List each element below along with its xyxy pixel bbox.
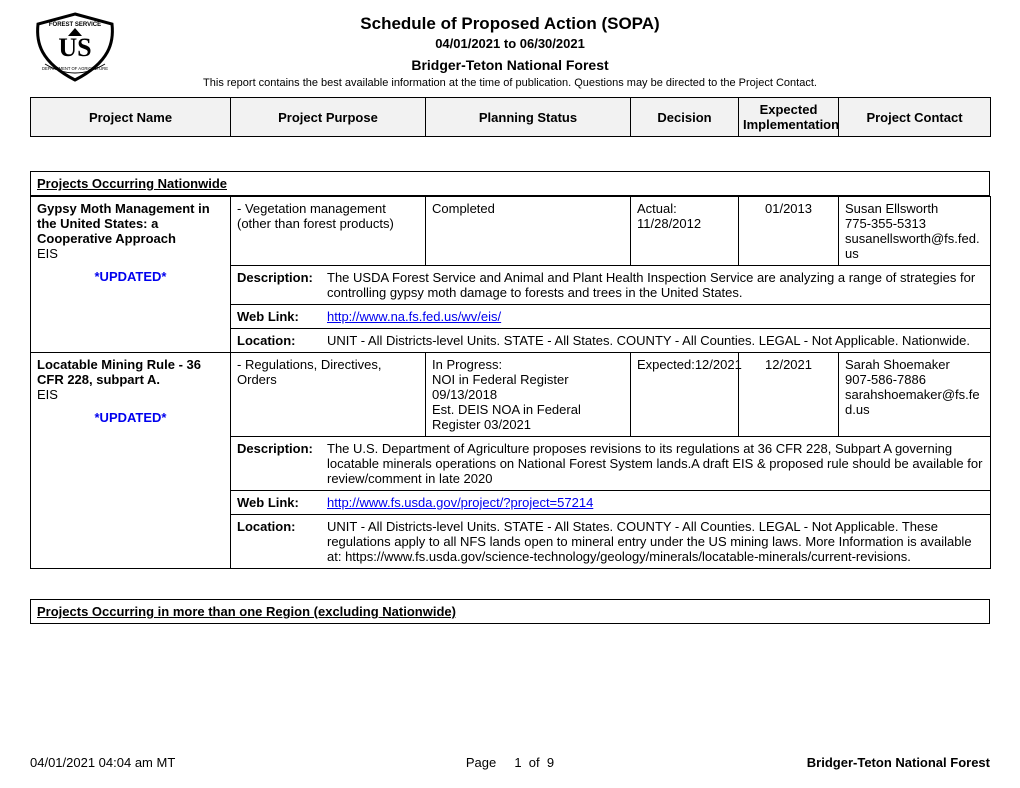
project-eis: EIS <box>37 246 58 261</box>
col-project-purpose: Project Purpose <box>231 98 426 137</box>
contact-phone: 775-355-5313 <box>845 216 926 231</box>
contact-name: Susan Ellsworth <box>845 201 938 216</box>
description-text: The U.S. Department of Agriculture propo… <box>327 441 984 486</box>
project-status: Completed <box>426 197 631 266</box>
project-name: Locatable Mining Rule - 36 CFR 228, subp… <box>37 357 201 387</box>
weblink-anchor[interactable]: http://www.fs.usda.gov/project/?project=… <box>327 495 593 510</box>
project-implementation: 12/2021 <box>739 353 839 437</box>
project-row: Locatable Mining Rule - 36 CFR 228, subp… <box>30 352 991 569</box>
project-decision: Actual: 11/28/2012 <box>631 197 739 266</box>
contact-email: susanellsworth@fs.fed.us <box>845 231 980 261</box>
project-location-cell: Location: UNIT - All Districts-level Uni… <box>231 329 991 353</box>
col-contact: Project Contact <box>839 98 991 137</box>
description-label: Description: <box>237 441 327 456</box>
report-title: Schedule of Proposed Action (SOPA) <box>30 14 990 34</box>
page-container: FOREST SERVICE US DEPARTMENT OF AGRICULT… <box>0 0 1020 788</box>
weblink-label: Web Link: <box>237 495 327 510</box>
project-location-cell: Location: UNIT - All Districts-level Uni… <box>231 515 991 569</box>
updated-badge: *UPDATED* <box>37 410 224 425</box>
column-header-table: Project Name Project Purpose Planning St… <box>30 97 991 137</box>
col-decision: Decision <box>631 98 739 137</box>
section-multiregion-title: Projects Occurring in more than one Regi… <box>37 604 456 619</box>
project-row: Gypsy Moth Management in the United Stat… <box>30 196 991 353</box>
forest-service-logo: FOREST SERVICE US DEPARTMENT OF AGRICULT… <box>30 12 120 82</box>
project-description-cell: Description: The USDA Forest Service and… <box>231 266 991 305</box>
project-weblink-cell: Web Link: http://www.na.fs.fed.us/wv/eis… <box>231 305 991 329</box>
project-description-cell: Description: The U.S. Department of Agri… <box>231 437 991 491</box>
svg-text:DEPARTMENT OF AGRICULTURE: DEPARTMENT OF AGRICULTURE <box>42 66 108 71</box>
project-name-cell: Gypsy Moth Management in the United Stat… <box>31 197 231 353</box>
section-multiregion-header: Projects Occurring in more than one Regi… <box>30 599 990 624</box>
section-nationwide-header: Projects Occurring Nationwide <box>30 171 990 196</box>
weblink-label: Web Link: <box>237 309 327 324</box>
project-implementation: 01/2013 <box>739 197 839 266</box>
project-contact: Susan Ellsworth 775-355-5313 susanellswo… <box>839 197 991 266</box>
col-planning-status: Planning Status <box>426 98 631 137</box>
report-forest-name: Bridger-Teton National Forest <box>30 57 990 73</box>
project-purpose: - Vegetation management (other than fore… <box>231 197 426 266</box>
location-text: UNIT - All Districts-level Units. STATE … <box>327 519 984 564</box>
footer-page-info: Page 1 of 9 <box>30 755 990 770</box>
contact-phone: 907-586-7886 <box>845 372 926 387</box>
weblink-anchor[interactable]: http://www.na.fs.fed.us/wv/eis/ <box>327 309 501 324</box>
description-text: The USDA Forest Service and Animal and P… <box>327 270 984 300</box>
report-date-range: 04/01/2021 to 06/30/2021 <box>30 36 990 51</box>
location-text: UNIT - All Districts-level Units. STATE … <box>327 333 984 348</box>
project-purpose: - Regulations, Directives, Orders <box>231 353 426 437</box>
location-label: Location: <box>237 333 327 348</box>
location-label: Location: <box>237 519 327 534</box>
col-project-name: Project Name <box>31 98 231 137</box>
project-name-cell: Locatable Mining Rule - 36 CFR 228, subp… <box>31 353 231 569</box>
report-disclaimer: This report contains the best available … <box>30 77 990 89</box>
contact-email: sarahshoemaker@fs.fed.us <box>845 387 980 417</box>
description-label: Description: <box>237 270 327 285</box>
page-footer: 04/01/2021 04:04 am MT Page 1 of 9 Bridg… <box>30 755 990 770</box>
column-header-row: Project Name Project Purpose Planning St… <box>31 98 991 137</box>
project-weblink-cell: Web Link: http://www.fs.usda.gov/project… <box>231 491 991 515</box>
project-name: Gypsy Moth Management in the United Stat… <box>37 201 210 246</box>
contact-name: Sarah Shoemaker <box>845 357 950 372</box>
updated-badge: *UPDATED* <box>37 269 224 284</box>
project-eis: EIS <box>37 387 58 402</box>
svg-text:US: US <box>58 33 91 62</box>
project-status: In Progress: NOI in Federal Register 09/… <box>426 353 631 437</box>
col-implementation: Expected Implementation <box>739 98 839 137</box>
report-header: FOREST SERVICE US DEPARTMENT OF AGRICULT… <box>30 12 990 89</box>
section-nationwide-title: Projects Occurring Nationwide <box>37 176 227 191</box>
project-decision: Expected:12/2021 <box>631 353 739 437</box>
project-contact: Sarah Shoemaker 907-586-7886 sarahshoema… <box>839 353 991 437</box>
svg-text:FOREST SERVICE: FOREST SERVICE <box>49 22 101 28</box>
